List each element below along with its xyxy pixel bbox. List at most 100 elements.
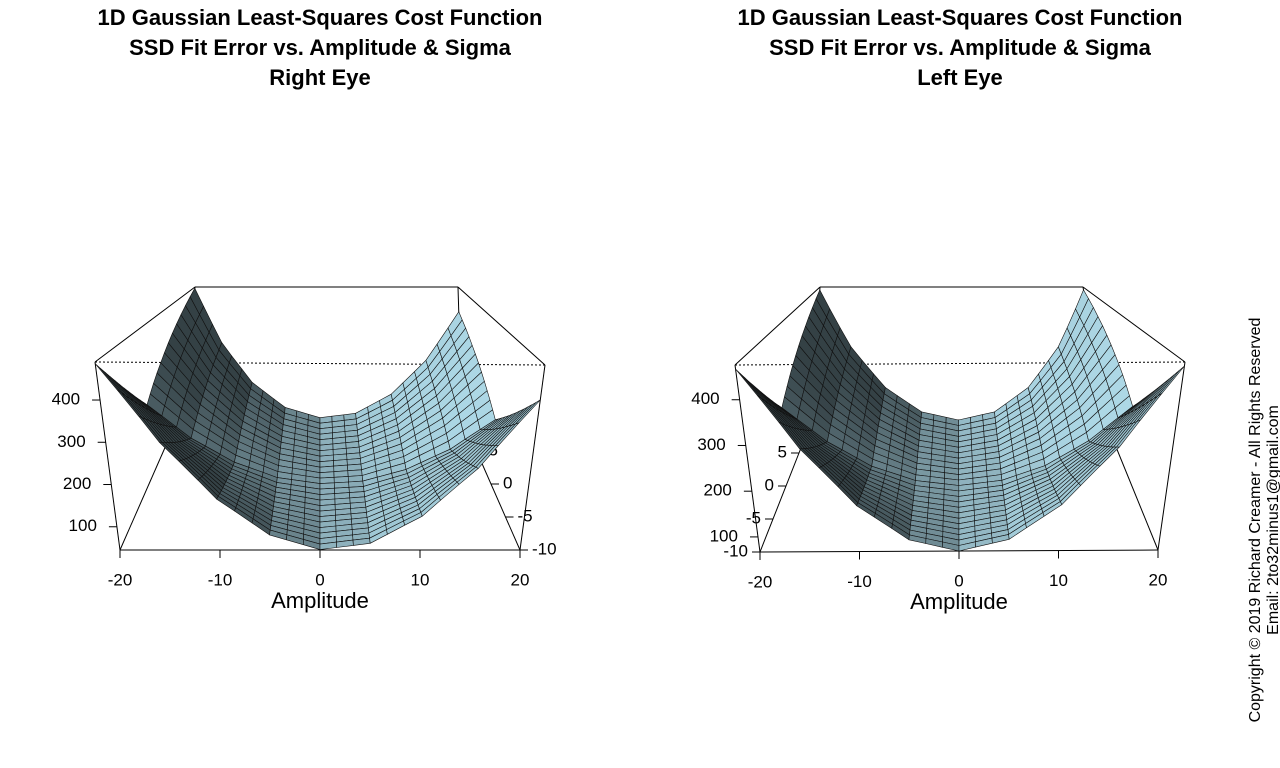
y-tick-label: 0 xyxy=(765,475,774,494)
surface-cell xyxy=(366,493,419,529)
surface-cell xyxy=(238,420,282,460)
surface-cell xyxy=(1040,415,1089,466)
z-tick-label: 200 xyxy=(63,474,91,493)
surface-cell xyxy=(413,459,472,506)
surface-cell xyxy=(358,430,403,465)
surface-cell xyxy=(319,463,364,484)
surface-cell xyxy=(463,406,529,465)
surface-facet xyxy=(735,368,762,399)
surface-cell xyxy=(94,363,169,443)
surface-cell xyxy=(826,416,876,467)
surface-cell xyxy=(212,342,253,402)
surface-cell xyxy=(1081,374,1133,442)
x-tick-label: 0 xyxy=(315,570,324,589)
surface-cell xyxy=(364,481,415,513)
surface-cell xyxy=(271,506,321,534)
surface-cell xyxy=(197,388,244,442)
surface-cell xyxy=(1102,378,1170,448)
y-tick-label: -5 xyxy=(518,506,533,525)
surface-cell xyxy=(275,477,321,501)
surface-cell xyxy=(156,342,206,414)
surface-cell xyxy=(168,314,214,389)
y-tick-label: -10 xyxy=(723,541,748,560)
surface-cell xyxy=(470,399,541,469)
surface-cell xyxy=(813,444,869,488)
surface-cell xyxy=(269,520,321,550)
surface-cell xyxy=(183,437,235,473)
surface-cell xyxy=(1032,368,1076,427)
surface-cell xyxy=(362,469,411,498)
surface-cell xyxy=(221,481,274,521)
surface-cell xyxy=(158,441,222,500)
surface-cell xyxy=(319,527,371,550)
surface-cell xyxy=(999,444,1046,481)
surface-cell xyxy=(425,311,470,382)
box-edge xyxy=(94,361,546,366)
surface-cell xyxy=(216,490,272,536)
box-edge xyxy=(94,361,121,551)
surface-cell xyxy=(357,412,400,448)
z-tick-label: 200 xyxy=(703,481,731,500)
surface-cell xyxy=(832,392,879,447)
surface-cell xyxy=(444,390,496,450)
surface-cell xyxy=(234,441,280,478)
box-edge xyxy=(519,364,546,551)
surface-facet xyxy=(515,399,541,425)
surface-cell xyxy=(417,464,479,517)
box-edge xyxy=(734,286,821,366)
surface-cell xyxy=(1003,475,1054,511)
chart-title: SSD Fit Error vs. Amplitude & Sigma xyxy=(129,35,512,60)
surface-cell xyxy=(319,512,369,534)
box-edge xyxy=(94,286,196,363)
surface-cell xyxy=(438,362,488,427)
surface-cell xyxy=(319,480,366,501)
chart-title: 1D Gaussian Least-Squares Cost Function xyxy=(98,5,543,30)
surface-cell xyxy=(799,448,861,507)
surface-cell xyxy=(247,382,286,425)
x-tick-label: 10 xyxy=(411,570,430,589)
surface-cell xyxy=(1066,316,1112,393)
surface-cell xyxy=(146,372,199,439)
chart-title: SSD Fit Error vs. Amplitude & Sigma xyxy=(769,35,1152,60)
surface-cell xyxy=(806,446,865,497)
surface-cell xyxy=(881,387,923,430)
credit: Copyright © 2019 Richard Creamer - All R… xyxy=(1247,318,1264,723)
surface-cell xyxy=(190,412,239,463)
surface-cell xyxy=(205,364,248,422)
surface-cell xyxy=(230,461,278,493)
surface-cell xyxy=(844,346,886,407)
box-edge xyxy=(457,286,546,366)
z-tick-label: 100 xyxy=(69,516,97,535)
surface-cell xyxy=(398,402,445,451)
y-tick-label: 5 xyxy=(778,442,787,461)
surface-cell xyxy=(242,401,284,443)
box-edge xyxy=(1082,286,1186,363)
y-tick-label: -5 xyxy=(746,508,761,527)
surface-cell xyxy=(405,448,458,482)
surface-cell xyxy=(402,425,451,470)
surface-cell xyxy=(176,440,231,482)
surface-cell xyxy=(167,441,227,491)
surface-cell xyxy=(958,445,1001,470)
surface-cell xyxy=(319,412,358,435)
z-tick-label: 100 xyxy=(710,526,738,545)
x-tick-label: -20 xyxy=(108,570,133,589)
surface-facet xyxy=(94,363,122,394)
surface-cell xyxy=(781,375,833,443)
surface-cell xyxy=(919,411,959,437)
credit: Email: 2to32minus1@gmail.com xyxy=(1265,405,1280,635)
x-tick-label: 20 xyxy=(1149,570,1168,589)
x-tick-label: -10 xyxy=(847,572,872,591)
surface-cell xyxy=(958,428,999,454)
z-tick-label: 300 xyxy=(697,435,725,454)
chart-title: 1D Gaussian Least-Squares Cost Function xyxy=(738,5,1183,30)
z-tick-label: 400 xyxy=(691,389,719,408)
z-tick-label: 400 xyxy=(52,390,80,409)
surface-cell xyxy=(355,393,396,431)
surface-facet xyxy=(1157,365,1185,397)
surface-cell xyxy=(1048,443,1103,487)
surface-cell xyxy=(877,406,921,447)
chart-title: Left Eye xyxy=(917,65,1003,90)
